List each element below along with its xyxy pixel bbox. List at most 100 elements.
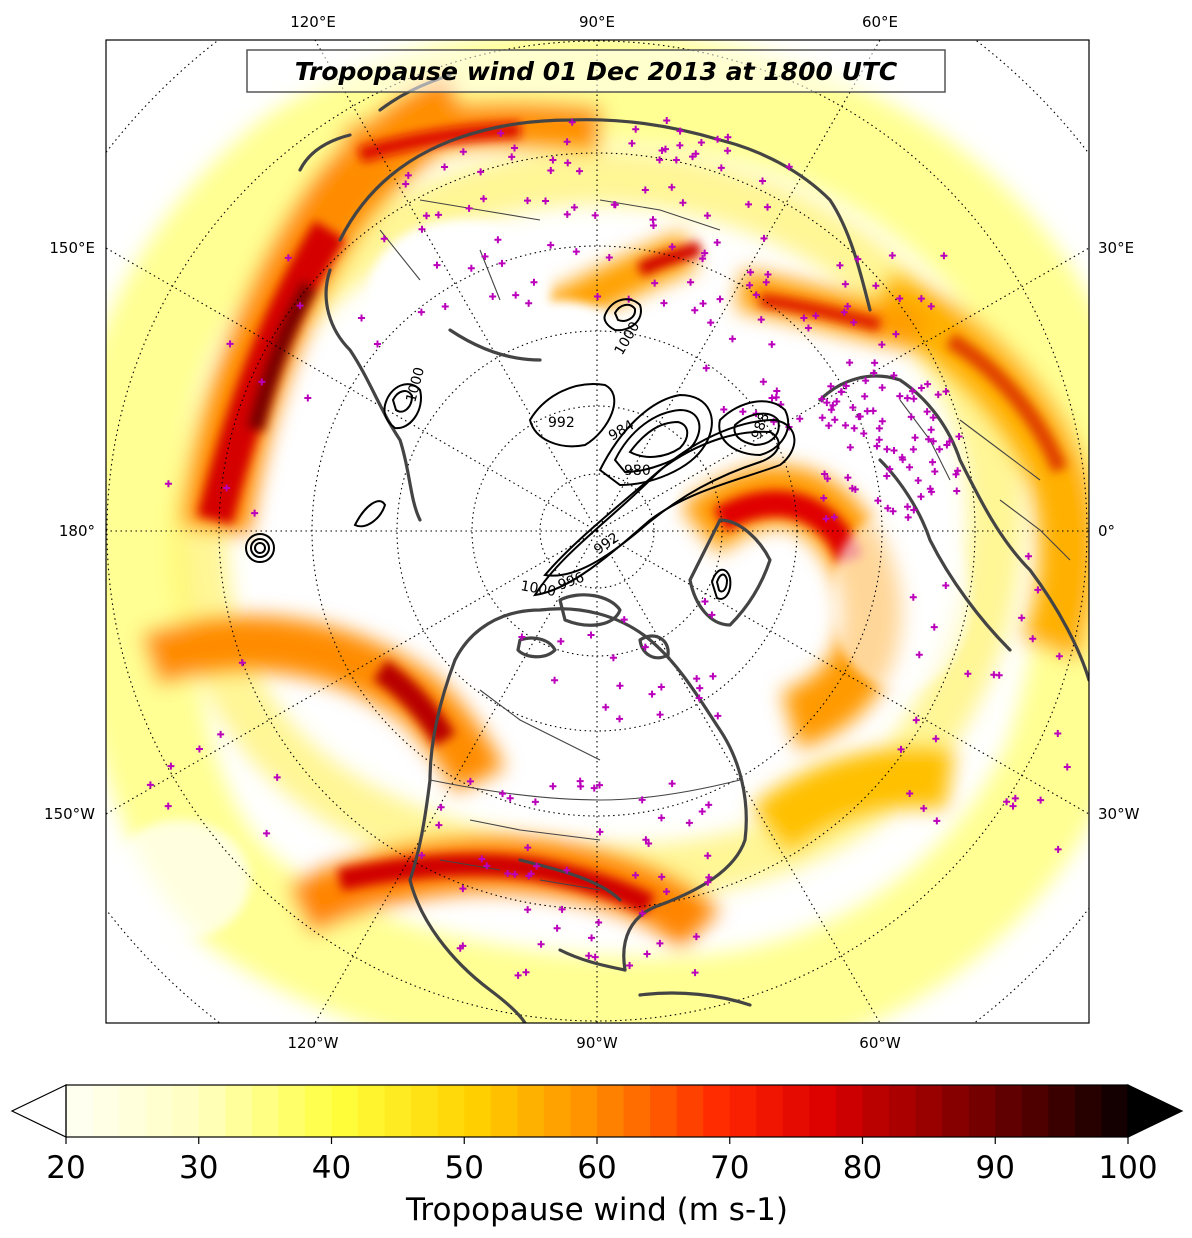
station-marker xyxy=(909,593,917,601)
station-marker xyxy=(570,203,578,211)
station-marker xyxy=(572,248,580,256)
station-marker xyxy=(575,167,583,175)
map-panel: 1000 1000 992 984 980 988 992 996 1000 T… xyxy=(106,40,1089,1023)
station-marker xyxy=(746,268,754,276)
colorbar-segment xyxy=(198,1085,226,1137)
bottom-label-60w: 60°W xyxy=(859,1034,901,1052)
colorbar-segment xyxy=(915,1085,943,1137)
station-marker xyxy=(506,794,514,802)
station-marker xyxy=(907,413,915,421)
station-marker xyxy=(773,387,781,395)
station-marker xyxy=(892,330,900,338)
colorbar-segment xyxy=(251,1085,279,1137)
station-marker xyxy=(848,484,856,492)
station-marker xyxy=(296,302,304,310)
station-marker xyxy=(594,293,602,301)
station-marker xyxy=(714,712,722,720)
station-marker xyxy=(660,299,668,307)
station-marker xyxy=(167,762,175,770)
station-marker xyxy=(551,676,559,684)
station-marker xyxy=(829,401,837,409)
station-marker xyxy=(358,314,366,322)
station-marker xyxy=(875,436,883,444)
station-marker xyxy=(844,302,852,310)
colorbar-segments xyxy=(66,1085,1129,1137)
colorbar-segment xyxy=(995,1085,1023,1137)
station-marker xyxy=(649,216,657,224)
colorbar-segment xyxy=(1048,1085,1076,1137)
station-marker xyxy=(871,359,879,367)
station-marker xyxy=(702,364,710,372)
station-marker xyxy=(418,225,426,233)
station-marker xyxy=(263,829,271,837)
station-marker xyxy=(757,316,765,324)
colorbar-label: Tropopause wind (m s-1) xyxy=(405,1192,788,1228)
station-marker xyxy=(953,487,961,495)
station-marker xyxy=(896,294,904,302)
left-label-150e: 150°E xyxy=(49,239,95,257)
station-marker xyxy=(611,201,619,209)
station-marker xyxy=(927,302,935,310)
colorbar-segment xyxy=(623,1085,651,1137)
station-marker xyxy=(842,382,850,390)
station-marker xyxy=(668,243,676,251)
station-marker xyxy=(964,670,972,678)
colorbar-extend-min xyxy=(10,1084,67,1138)
station-marker xyxy=(542,197,550,205)
station-marker xyxy=(943,441,951,449)
station-marker xyxy=(649,222,657,230)
station-marker xyxy=(709,672,717,680)
station-marker xyxy=(164,480,172,488)
station-marker xyxy=(915,651,923,659)
station-marker xyxy=(850,424,858,432)
station-marker xyxy=(527,870,535,878)
station-marker xyxy=(933,817,941,825)
station-marker xyxy=(609,654,617,662)
colorbar-segment xyxy=(1074,1085,1103,1137)
colorbar-segment xyxy=(411,1085,439,1137)
station-marker xyxy=(435,821,443,829)
station-marker xyxy=(1054,845,1062,853)
title-box: Tropopause wind 01 Dec 2013 at 1800 UTC xyxy=(246,49,946,93)
station-marker xyxy=(728,335,736,343)
colorbar-tick-label: 90 xyxy=(976,1150,1015,1186)
colorbar-segment xyxy=(225,1085,253,1137)
station-marker xyxy=(591,953,599,961)
station-marker xyxy=(860,430,868,438)
station-marker xyxy=(596,781,604,789)
station-marker xyxy=(705,801,713,809)
station-marker xyxy=(504,870,512,878)
station-marker xyxy=(1054,730,1062,738)
station-marker xyxy=(668,183,676,191)
station-marker xyxy=(568,118,576,126)
station-marker xyxy=(929,458,937,466)
colorbar-segment xyxy=(942,1085,970,1137)
station-marker xyxy=(549,156,557,164)
station-marker xyxy=(698,808,706,816)
station-marker xyxy=(657,683,665,691)
colorbar-segment xyxy=(172,1085,200,1137)
station-marker xyxy=(935,445,943,453)
colorbar-segment xyxy=(676,1085,704,1137)
station-marker xyxy=(914,476,922,484)
station-marker xyxy=(1009,802,1017,810)
station-marker xyxy=(511,144,519,152)
station-marker xyxy=(703,212,711,220)
station-marker xyxy=(1034,586,1042,594)
station-marker xyxy=(904,503,912,511)
station-marker xyxy=(433,261,441,269)
station-marker xyxy=(537,940,545,948)
station-marker xyxy=(707,319,715,327)
station-marker xyxy=(705,873,713,881)
station-marker xyxy=(752,291,760,299)
station-marker xyxy=(854,255,862,263)
station-marker xyxy=(929,414,937,422)
station-marker xyxy=(676,141,684,149)
station-marker xyxy=(642,836,650,844)
colorbar-tick-label: 70 xyxy=(710,1150,749,1186)
colorbar: 20 30 40 50 60 70 80 90 100 Tropopause wind (m s… xyxy=(10,1084,1184,1228)
colorbar-segment xyxy=(809,1085,837,1137)
station-marker xyxy=(929,437,937,445)
colorbar-tick-label: 30 xyxy=(179,1150,218,1186)
station-marker xyxy=(1055,652,1063,660)
